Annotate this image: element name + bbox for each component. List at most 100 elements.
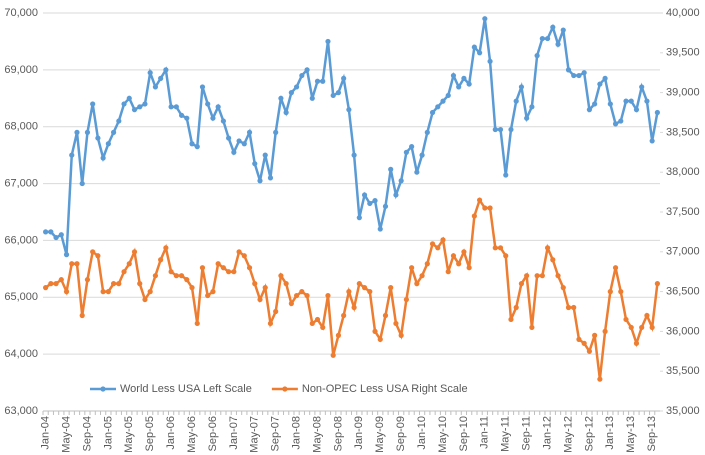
y-tick-label: 70,000 [4,7,38,19]
data-point [199,265,206,271]
data-point [137,104,143,110]
data-point [356,281,362,287]
data-point [612,265,619,271]
y2-tick-label: 37,500 [666,206,700,218]
y2-tick-label: 39,000 [666,87,700,99]
data-point [48,229,54,235]
data-point [341,75,347,81]
data-point [424,129,430,135]
data-point [539,35,545,42]
data-point [607,101,613,107]
data-point [58,232,64,238]
y-tick-label: 67,000 [4,177,38,189]
data-point [325,292,331,299]
data-point [571,304,577,311]
data-point [544,245,551,251]
data-point [419,273,425,279]
data-point [84,277,91,283]
data-point [205,101,211,107]
data-point [267,175,274,181]
data-point [649,324,655,331]
data-point [618,289,624,295]
data-point [309,320,315,327]
data-point [539,273,545,279]
data-point [471,213,477,219]
series-line [44,197,659,380]
data-point [429,241,436,247]
legend-label: World Less USA Left Scale [120,383,252,395]
data-point [194,320,200,327]
data-point [226,269,232,275]
y-tick-label: 64,000 [4,348,38,360]
data-point [623,98,629,104]
data-point [586,107,593,113]
data-point [571,72,577,79]
data-point [654,281,660,287]
data-point [283,281,289,287]
data-point [367,289,373,295]
data-point [544,35,551,42]
y-tick-label: 65,000 [4,291,38,303]
data-point [231,149,237,155]
data-point [435,104,441,110]
data-point [278,95,284,101]
data-point [414,169,420,175]
data-point [189,285,195,291]
legend: World Less USA Left Scale Non-OPEC Less U… [90,383,468,395]
data-point [529,324,535,331]
data-point [215,104,221,110]
data-point [482,16,488,22]
y2-tick-label: 35,500 [666,365,700,377]
data-point [142,101,148,107]
data-point [607,289,613,295]
data-point [131,249,138,255]
data-point [173,273,179,279]
x-tick-label: Sep-10 [458,416,470,451]
y2-tick-label: 37,000 [666,246,700,258]
y-tick-label: 69,000 [4,64,38,76]
x-tick-label: May-12 [562,416,574,453]
data-point [639,324,645,331]
x-tick-label: May-06 [186,416,198,453]
data-point [236,249,242,255]
data-point [351,304,357,311]
data-point [414,281,420,287]
data-point [361,285,368,291]
data-point [288,300,294,307]
data-point [492,126,498,133]
x-tick-label: Jan-05 [102,416,114,450]
x-tick-label: May-09 [374,416,386,453]
data-point [597,81,603,87]
data-point [581,340,587,346]
data-point [346,107,352,113]
y2-tick-label: 39,500 [666,47,700,59]
x-tick-label: Jan-09 [353,416,365,450]
y2-tick-label: 40,000 [666,7,700,19]
data-point [163,67,169,73]
data-point [304,292,310,299]
data-point [346,289,352,295]
data-point [492,245,498,251]
data-point [419,152,425,158]
data-point [79,180,85,187]
data-point [278,273,284,279]
x-tick-label: Sep-08 [332,416,344,451]
data-point [518,281,525,287]
data-point [372,328,378,334]
data-point [576,72,582,79]
x-tick-label: Jan-12 [541,416,553,450]
legend-marker [282,386,288,392]
data-point [110,129,117,135]
data-point [576,336,582,342]
data-point [471,44,477,50]
data-point [450,72,457,79]
data-point [361,192,368,198]
data-point [602,75,608,81]
data-point [565,304,572,311]
data-point [560,27,566,33]
data-point [116,118,122,124]
data-point [69,261,75,267]
legend-label: Non-OPEC Less USA Right Scale [302,383,468,395]
y2-tick-label: 38,000 [666,166,700,178]
data-point [644,312,650,319]
